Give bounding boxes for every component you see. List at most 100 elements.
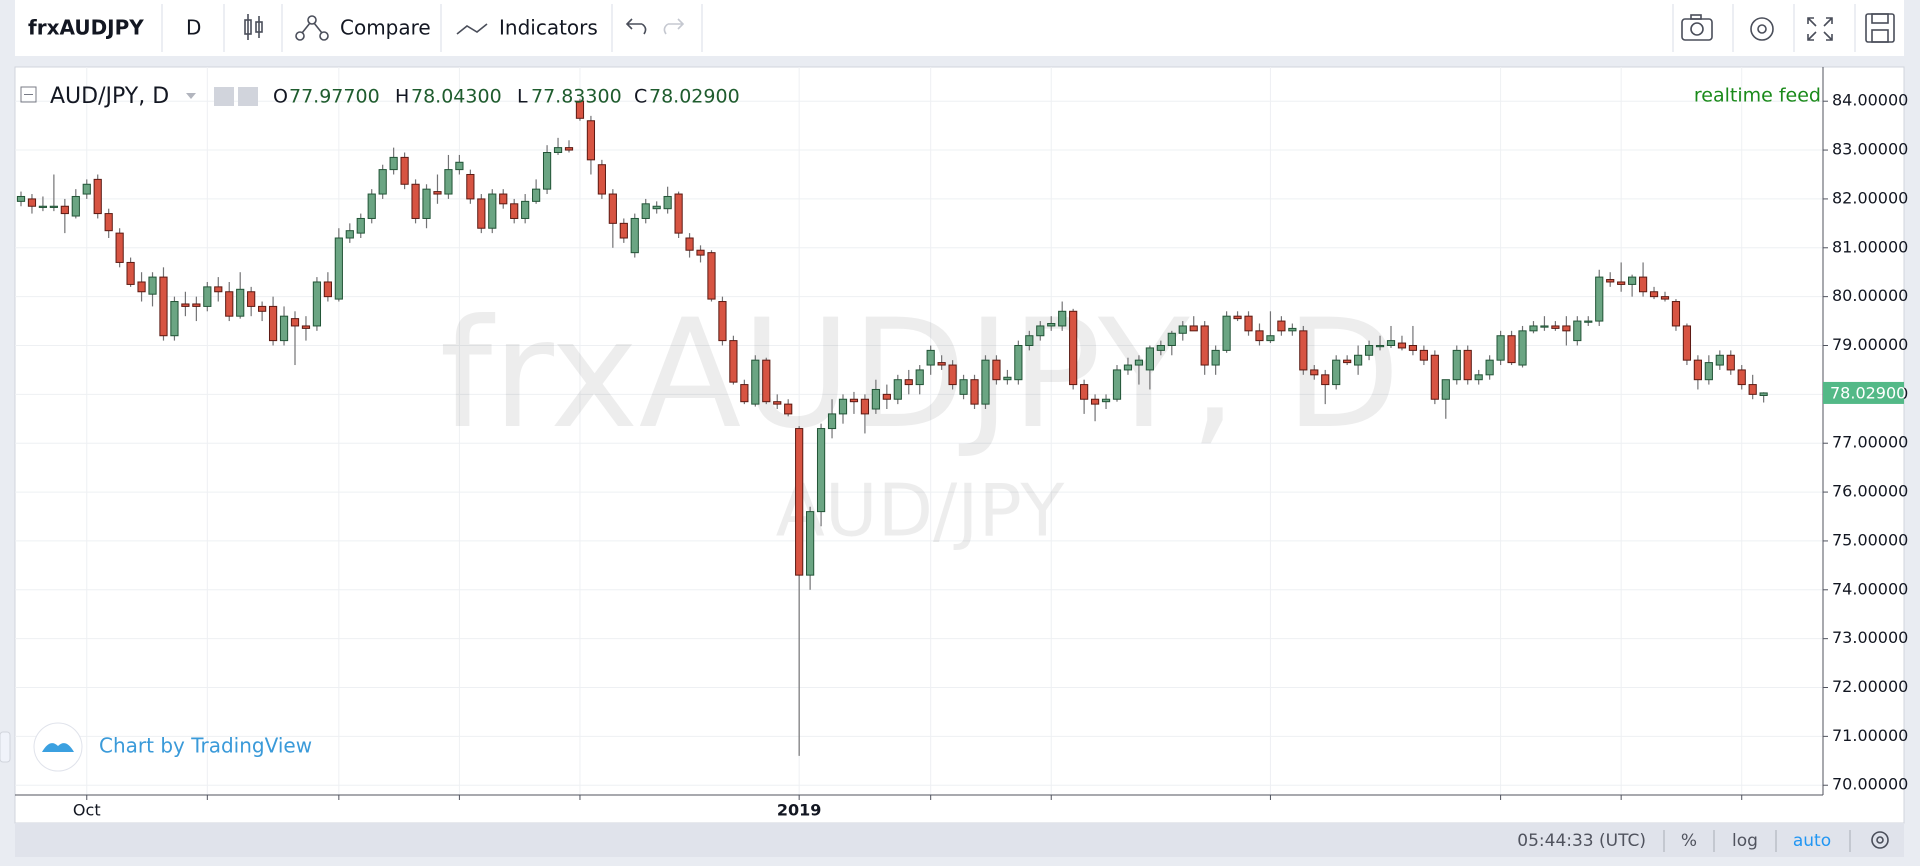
candle-body <box>663 195 672 210</box>
candle-body <box>1419 349 1428 361</box>
y-tick-label: 75.00000 <box>1832 530 1908 549</box>
side-toggle[interactable] <box>0 731 11 763</box>
candle-body <box>1069 310 1078 386</box>
candle-body <box>192 303 201 307</box>
candle-body <box>1145 347 1154 371</box>
candle-body <box>827 413 837 430</box>
candle-body <box>1704 362 1713 381</box>
attribution-link[interactable]: Chart by TradingView <box>99 734 312 758</box>
candle-body <box>1386 340 1396 346</box>
snapshot-button[interactable] <box>1681 14 1713 41</box>
ohlc-label: H <box>395 86 409 108</box>
auto-toggle[interactable]: auto <box>1793 831 1831 851</box>
candle-body <box>970 379 979 405</box>
candle-body <box>1540 325 1549 328</box>
candle-body <box>1288 327 1297 332</box>
candle-body <box>345 230 354 239</box>
candle-body <box>718 301 727 342</box>
candle-body <box>762 359 771 403</box>
visibility-button[interactable] <box>214 87 234 106</box>
candle-body <box>1101 398 1111 403</box>
undo-button[interactable] <box>625 18 647 35</box>
redo-button[interactable] <box>663 18 685 35</box>
last-price-label: 78.02900 <box>1830 383 1906 402</box>
candle-body <box>1606 279 1615 283</box>
candle-body <box>674 193 683 234</box>
candle-body <box>915 369 924 386</box>
candle-body <box>82 183 91 195</box>
candle-body <box>751 359 760 405</box>
candle-body <box>1682 325 1692 361</box>
settings-button[interactable] <box>1750 17 1774 41</box>
scale-settings-button[interactable] <box>1871 831 1889 849</box>
candle-body <box>926 349 935 366</box>
toolbar <box>15 0 1904 56</box>
candle-body <box>1233 315 1242 320</box>
candle-body <box>904 379 913 386</box>
y-tick-label: 71.00000 <box>1832 726 1908 745</box>
ohlc-value: 78.02900 <box>649 86 740 108</box>
candle-body <box>159 276 168 337</box>
candle-body <box>444 169 453 195</box>
ohlc-label: C <box>634 86 647 108</box>
chart-panel <box>14 66 1905 824</box>
candle-body <box>1408 344 1418 351</box>
candle-body <box>1178 325 1187 334</box>
candle-body <box>60 205 69 215</box>
ohlc-label: L <box>517 86 528 108</box>
candle-body <box>258 305 267 312</box>
collapse-button[interactable] <box>20 86 37 103</box>
candle-body <box>1660 296 1670 300</box>
candle-body <box>1255 330 1264 342</box>
save-button[interactable] <box>1865 13 1895 43</box>
candle-body <box>214 286 223 293</box>
indicators-button[interactable]: Indicators <box>499 16 598 40</box>
y-tick-label: 82.00000 <box>1832 188 1908 207</box>
candle-body <box>49 205 58 208</box>
candle-body <box>1485 359 1494 376</box>
symbol-button[interactable]: frxAUDJPY <box>28 16 144 40</box>
ohlc-label: O <box>273 86 288 108</box>
candle-body <box>882 393 891 400</box>
candle-body <box>236 288 245 317</box>
candle-body <box>1715 354 1724 366</box>
percent-toggle[interactable]: % <box>1681 831 1697 851</box>
dropdown-arrow[interactable] <box>186 93 196 99</box>
candle-body <box>1310 369 1319 376</box>
candle-body <box>1595 276 1604 322</box>
candle-body <box>1047 323 1056 327</box>
legend-symbol[interactable]: AUD/JPY, D <box>50 84 169 109</box>
candle-body <box>685 237 694 251</box>
candle-body <box>225 291 234 317</box>
candle-body <box>1671 301 1681 327</box>
candle-body <box>696 249 705 256</box>
candle-body <box>279 315 289 342</box>
interval-button[interactable]: D <box>186 16 201 40</box>
candle-body <box>542 152 552 190</box>
y-tick-label: 77.00000 <box>1832 433 1908 452</box>
candle-body <box>1617 281 1626 285</box>
candle-body <box>729 340 738 383</box>
compare-icon <box>295 15 329 41</box>
candle-body <box>1299 330 1308 371</box>
candle-body <box>1397 342 1407 349</box>
fullscreen-button[interactable] <box>1807 17 1833 41</box>
y-tick-label: 74.00000 <box>1832 579 1908 598</box>
candle-body <box>849 398 859 403</box>
candle-body <box>597 164 606 195</box>
candle-body <box>553 147 563 154</box>
settings-button[interactable] <box>238 87 258 106</box>
y-tick-label: 76.00000 <box>1832 482 1908 501</box>
clock: 05:44:33 (UTC) <box>1517 831 1646 851</box>
candle-body <box>564 147 574 151</box>
chart-style-button[interactable] <box>244 14 263 40</box>
candle-body <box>1452 349 1461 381</box>
compare-button[interactable]: Compare <box>340 16 431 40</box>
candle-body <box>1343 359 1352 364</box>
candle-body <box>1364 344 1374 356</box>
candle-body <box>1025 335 1034 346</box>
candle-body <box>290 318 300 327</box>
log-toggle[interactable]: log <box>1732 831 1758 851</box>
